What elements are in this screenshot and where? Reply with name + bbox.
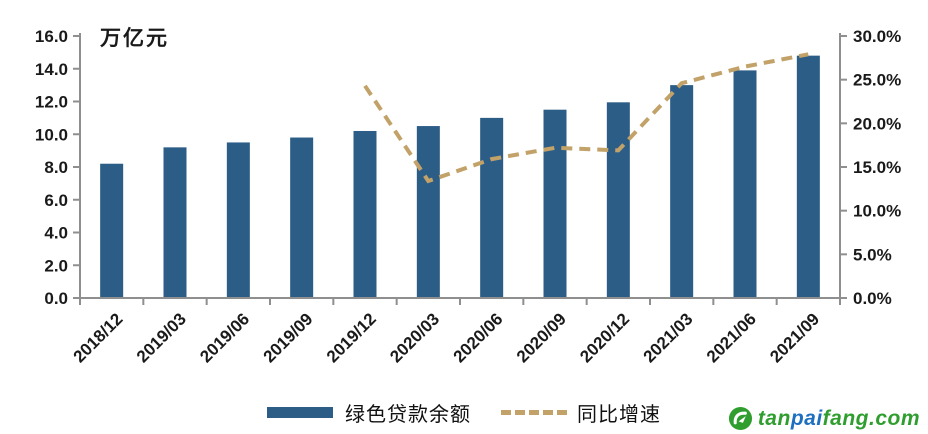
left-axis-tick-label: 2.0: [44, 256, 68, 275]
left-axis-tick-label: 14.0: [35, 60, 68, 79]
x-axis-category-label: 2020/03: [386, 309, 443, 366]
x-axis-category-label: 2019/12: [323, 309, 380, 366]
tanpaifang-logo-icon: [728, 406, 752, 431]
left-axis-tick-label: 10.0: [35, 125, 68, 144]
bar: [226, 142, 250, 298]
x-axis-category-label: 2019/06: [196, 309, 253, 366]
bar: [416, 126, 440, 298]
bar: [796, 55, 820, 299]
right-axis-tick-label: 0.0%: [853, 289, 892, 308]
bar: [163, 147, 187, 298]
left-axis-tick-label: 0.0: [44, 289, 68, 308]
chart-legend: 绿色贷款余额 同比增速: [0, 398, 928, 427]
watermark-text-tan: tan: [757, 406, 791, 430]
right-axis-tick-label: 20.0%: [853, 114, 901, 133]
watermark-text-fang: fang.com: [822, 406, 920, 430]
x-axis-category-label: 2020/06: [450, 309, 507, 366]
chart-canvas: 0.0 2.0 4.0 6.0 8.0 10.0 12.0 14.0 16.0 0.0% 5.0% 1…: [35, 27, 901, 366]
x-axis-category-label: 2019/09: [260, 309, 317, 366]
bar: [733, 70, 757, 298]
right-axis-tick-label: 25.0%: [853, 71, 901, 90]
right-axis-tick-label: 10.0%: [853, 202, 901, 221]
x-axis-category-label: 2020/09: [513, 309, 570, 366]
left-axis-tick-label: 8.0: [44, 158, 68, 177]
left-axis-tick-label: 4.0: [44, 224, 68, 243]
right-axis-tick-label: 5.0%: [853, 245, 892, 264]
x-axis-category-label: 2019/03: [133, 309, 190, 366]
left-axis-tick-label: 16.0: [35, 27, 68, 46]
right-axis-tick-label: 15.0%: [853, 158, 901, 177]
bar: [670, 85, 694, 298]
growth-rate-line: [363, 52, 809, 184]
x-axis-category-label: 2021/09: [766, 309, 823, 366]
left-axis-tick-label: 6.0: [44, 191, 68, 210]
bar: [353, 130, 377, 298]
x-axis-category-label: 2021/06: [703, 309, 760, 366]
right-axis-tick-label: 30.0%: [853, 27, 901, 46]
legend-bar-label: 绿色贷款余额: [345, 404, 471, 426]
bar: [480, 117, 504, 298]
bar: [290, 137, 314, 298]
bar: [606, 102, 630, 298]
bar: [100, 163, 124, 298]
tanpaifang-watermark-text: tanpaifang.com: [758, 407, 920, 431]
x-axis-category-label: 2018/12: [70, 309, 127, 366]
tanpaifang-watermark: tanpaifang.com: [728, 406, 920, 431]
x-axis-category-label: 2021/03: [640, 309, 697, 366]
left-axis-tick-label: 12.0: [35, 93, 68, 112]
legend-line-label: 同比增速: [577, 404, 661, 426]
left-axis-unit-label: 万亿元: [100, 27, 169, 50]
legend-bar-swatch: [267, 407, 333, 418]
x-axis-category-label: 2020/12: [576, 309, 633, 366]
bar: [543, 109, 567, 298]
legend-line-swatch: [501, 410, 567, 415]
watermark-text-pai: pai: [790, 406, 823, 430]
